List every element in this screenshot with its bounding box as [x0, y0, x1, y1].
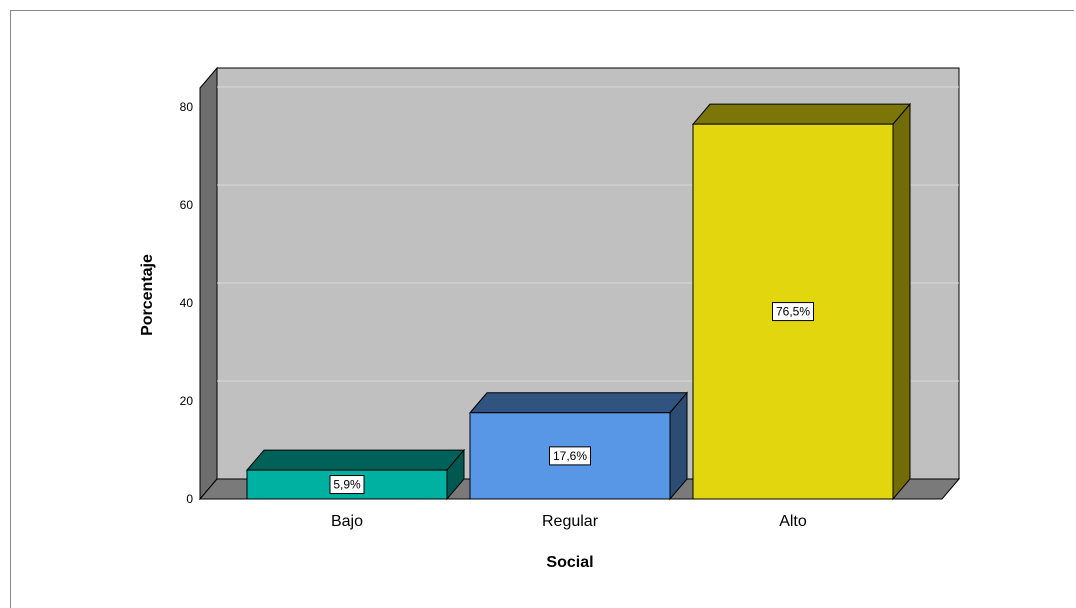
x-axis-title: Social	[546, 554, 593, 571]
bar-side-face	[892, 102, 911, 501]
side-wall	[199, 66, 218, 501]
bar-bajo: 5,9%	[245, 448, 466, 501]
bar-top-face	[691, 103, 912, 125]
bar-regular: 17,6%	[468, 391, 689, 501]
y-axis-title: Porcentaje	[139, 254, 156, 336]
data-label: 17,6%	[553, 449, 587, 463]
x-category-label: Alto	[779, 513, 807, 530]
bar-top-face	[468, 392, 689, 414]
data-label: 5,9%	[333, 478, 361, 492]
y-axis-ticks: 0 20 40 60 80	[180, 100, 194, 506]
data-label-box	[772, 302, 814, 322]
bar-front-face	[246, 469, 448, 500]
data-label-box	[549, 446, 591, 466]
y-tick-label: 20	[180, 394, 194, 408]
y-tick-label: 0	[186, 492, 193, 506]
bar-alto: 76,5%	[691, 102, 912, 501]
y-tick-label: 80	[180, 100, 194, 114]
x-axis-categories: Bajo Regular Alto	[331, 513, 807, 530]
x-category-label: Regular	[542, 513, 599, 530]
y-tick-label: 40	[180, 296, 194, 310]
y-tick-label: 60	[180, 198, 194, 212]
x-category-label: Bajo	[331, 513, 363, 530]
bars: 5,9% 17,6% 76,5%	[245, 102, 912, 501]
data-label: 76,5%	[776, 305, 810, 319]
bar-top-face	[245, 449, 466, 471]
data-label-box	[329, 475, 365, 495]
